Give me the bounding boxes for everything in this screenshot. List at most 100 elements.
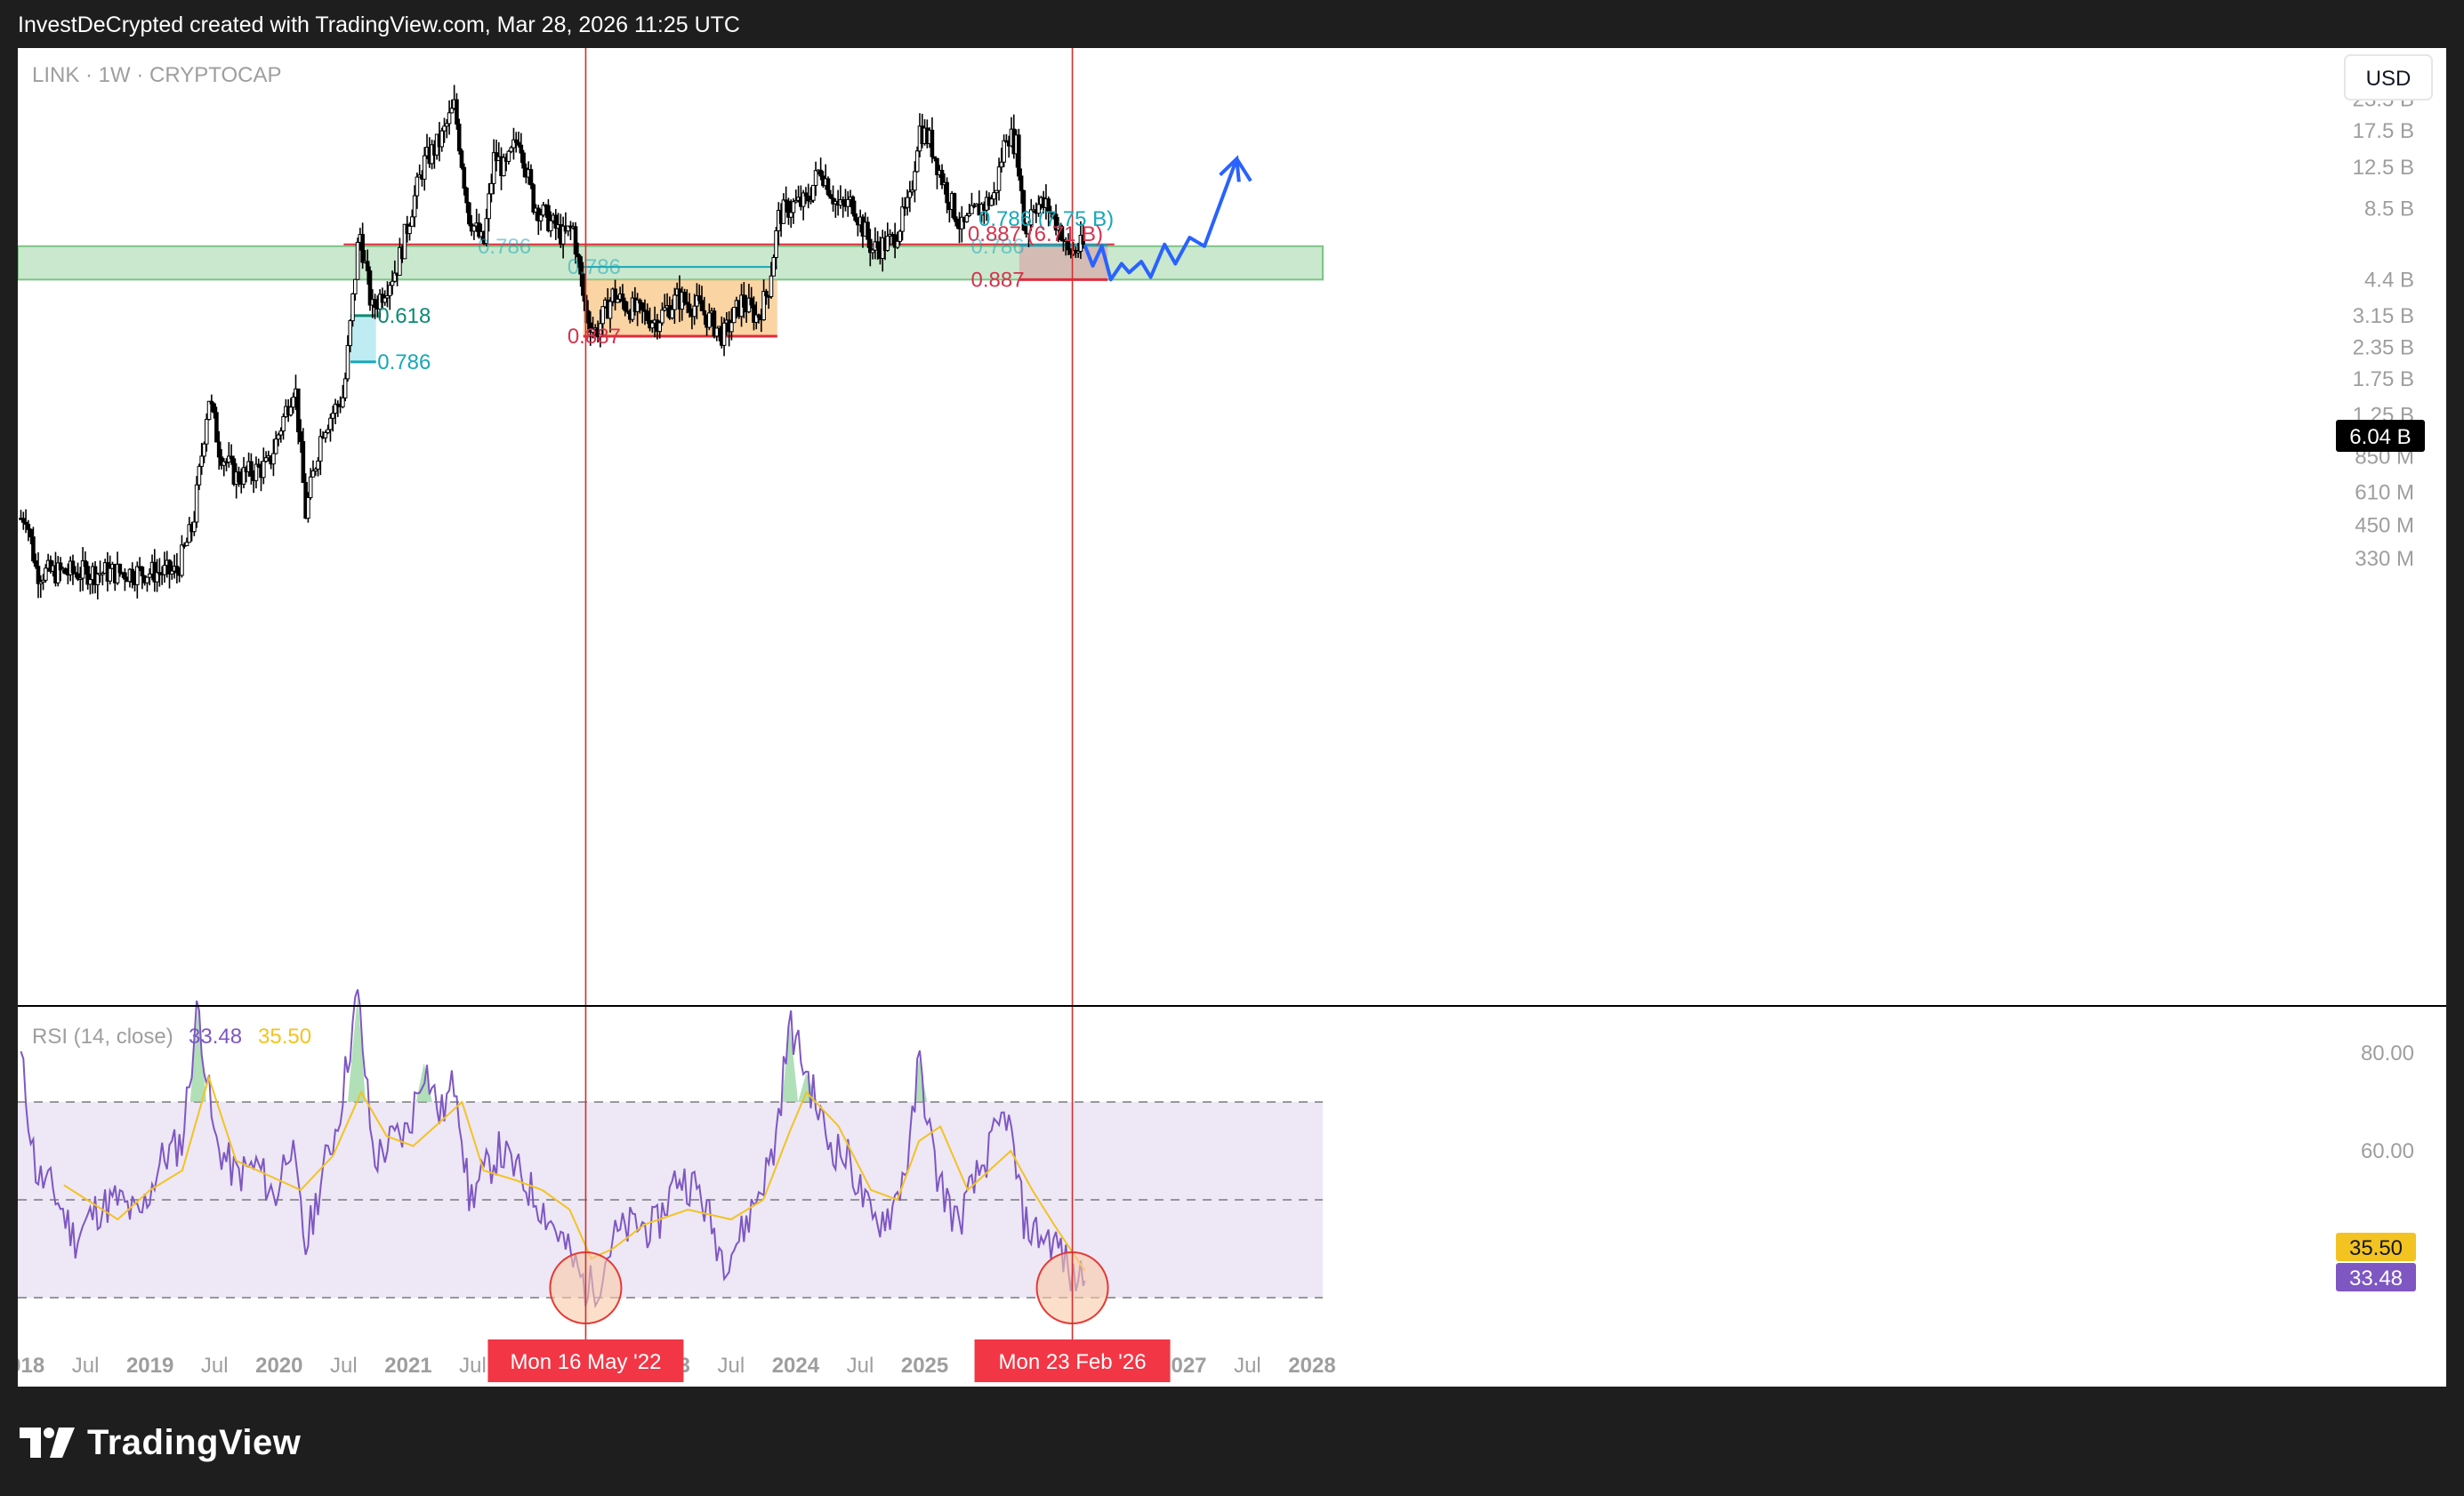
candle-body: [538, 214, 544, 221]
rsi-overbought-fill: [347, 994, 366, 1102]
fib-label: 0.887: [568, 325, 621, 349]
candle-body: [221, 461, 227, 466]
candle-body: [464, 188, 469, 204]
candle-body: [546, 205, 551, 231]
candle-body: [350, 293, 355, 322]
candle-body: [192, 521, 197, 533]
candle-body: [702, 310, 707, 316]
candle-body: [900, 206, 905, 232]
candle-body: [885, 236, 890, 252]
date-marker-tag: [487, 1339, 684, 1382]
candle-body: [101, 573, 105, 575]
zone-green-support-zone: [18, 245, 1324, 281]
date-marker-label: Mon 16 May '22: [510, 1350, 661, 1374]
candle-body: [387, 285, 392, 297]
candle-body: [591, 328, 595, 333]
candle-body: [155, 572, 159, 583]
candle-body: [660, 310, 664, 324]
candle-body: [117, 563, 123, 574]
candle-body: [455, 99, 459, 125]
candle-body: [262, 461, 266, 479]
candle-body: [1004, 140, 1009, 143]
candle-body: [204, 419, 209, 445]
candle-body: [80, 560, 85, 579]
candle-body: [682, 292, 687, 303]
candle-body: [439, 130, 445, 148]
candle-body: [1019, 175, 1024, 191]
candle-body: [194, 484, 199, 523]
time-axis-label: 2019: [126, 1354, 173, 1378]
candle-body: [1059, 224, 1063, 241]
tradingview-logo[interactable]: TradingView: [20, 1420, 301, 1466]
candle-body: [1053, 213, 1059, 231]
lines-layer: [343, 243, 1115, 364]
time-axis-label: 2025: [901, 1354, 948, 1378]
candle-body: [786, 200, 791, 218]
candle-body: [623, 301, 628, 311]
candle-body: [1049, 211, 1053, 213]
candle-body: [761, 290, 766, 321]
time-axis-label: Jul: [72, 1354, 100, 1378]
candle-body: [588, 322, 593, 333]
candle-body: [83, 560, 88, 567]
rsi-ma-tag: 35.50: [2336, 1233, 2416, 1261]
candle-body: [608, 301, 613, 319]
candle-body: [313, 468, 318, 471]
candle-body: [76, 573, 80, 580]
candle-body: [301, 440, 306, 483]
candle-body: [910, 189, 914, 193]
candle-body: [352, 278, 358, 294]
fib-label: 0.786: [971, 235, 1025, 259]
candle-body: [742, 294, 746, 308]
candle-body: [335, 403, 341, 406]
candle-body: [721, 322, 727, 346]
candle-body: [1036, 204, 1041, 214]
zone-cyan-box: [350, 315, 376, 362]
candle-body: [638, 299, 642, 304]
candle-body: [402, 223, 407, 260]
candle-body: [791, 201, 796, 213]
rsi-background-layer: [18, 994, 1323, 1299]
chart-panel[interactable]: 0.618 0.786 0.786 0.786 0.887 0.786 (7.75 B) 0…: [18, 48, 2446, 1387]
candle-body: [905, 197, 910, 208]
candle-body: [390, 280, 395, 286]
candle-body: [95, 573, 101, 585]
candle-body: [276, 434, 281, 440]
candle-body: [895, 240, 900, 248]
candle-body: [992, 192, 996, 200]
price-axis-label: 17.5 B: [2353, 119, 2414, 143]
candle-body: [70, 560, 76, 574]
candle-body: [187, 524, 192, 543]
candle-body: [600, 306, 605, 325]
time-axis-label: Jul: [1234, 1354, 1261, 1378]
currency-button[interactable]: USD: [2344, 54, 2433, 101]
candle-body: [330, 413, 335, 419]
candle-body: [355, 242, 360, 280]
rsi-overbought-fill: [782, 1024, 799, 1102]
candle-body: [288, 406, 294, 416]
fib-label: 0.786: [377, 350, 431, 374]
rsi-ma-tag-label: 35.50: [2349, 1236, 2403, 1260]
candle-body: [1028, 209, 1034, 226]
candle-body: [853, 213, 858, 221]
candle-body: [813, 170, 818, 186]
rsi-line: [20, 989, 1086, 1309]
candle-body: [585, 310, 591, 324]
candle-body: [367, 269, 373, 306]
candle-body: [41, 579, 45, 583]
candle-body: [170, 570, 174, 575]
candle-body: [382, 297, 388, 303]
candle-body: [216, 441, 221, 458]
candle-body: [771, 257, 777, 277]
candle-body: [907, 191, 913, 198]
candle-body: [616, 298, 620, 303]
candle-body: [784, 199, 788, 202]
rsi-tag-label: 33.48: [2349, 1267, 2403, 1291]
candle-body: [930, 129, 935, 157]
candle-body: [513, 139, 519, 143]
candle-body: [291, 397, 296, 408]
candle-body: [88, 579, 93, 585]
candle-body: [162, 565, 167, 575]
